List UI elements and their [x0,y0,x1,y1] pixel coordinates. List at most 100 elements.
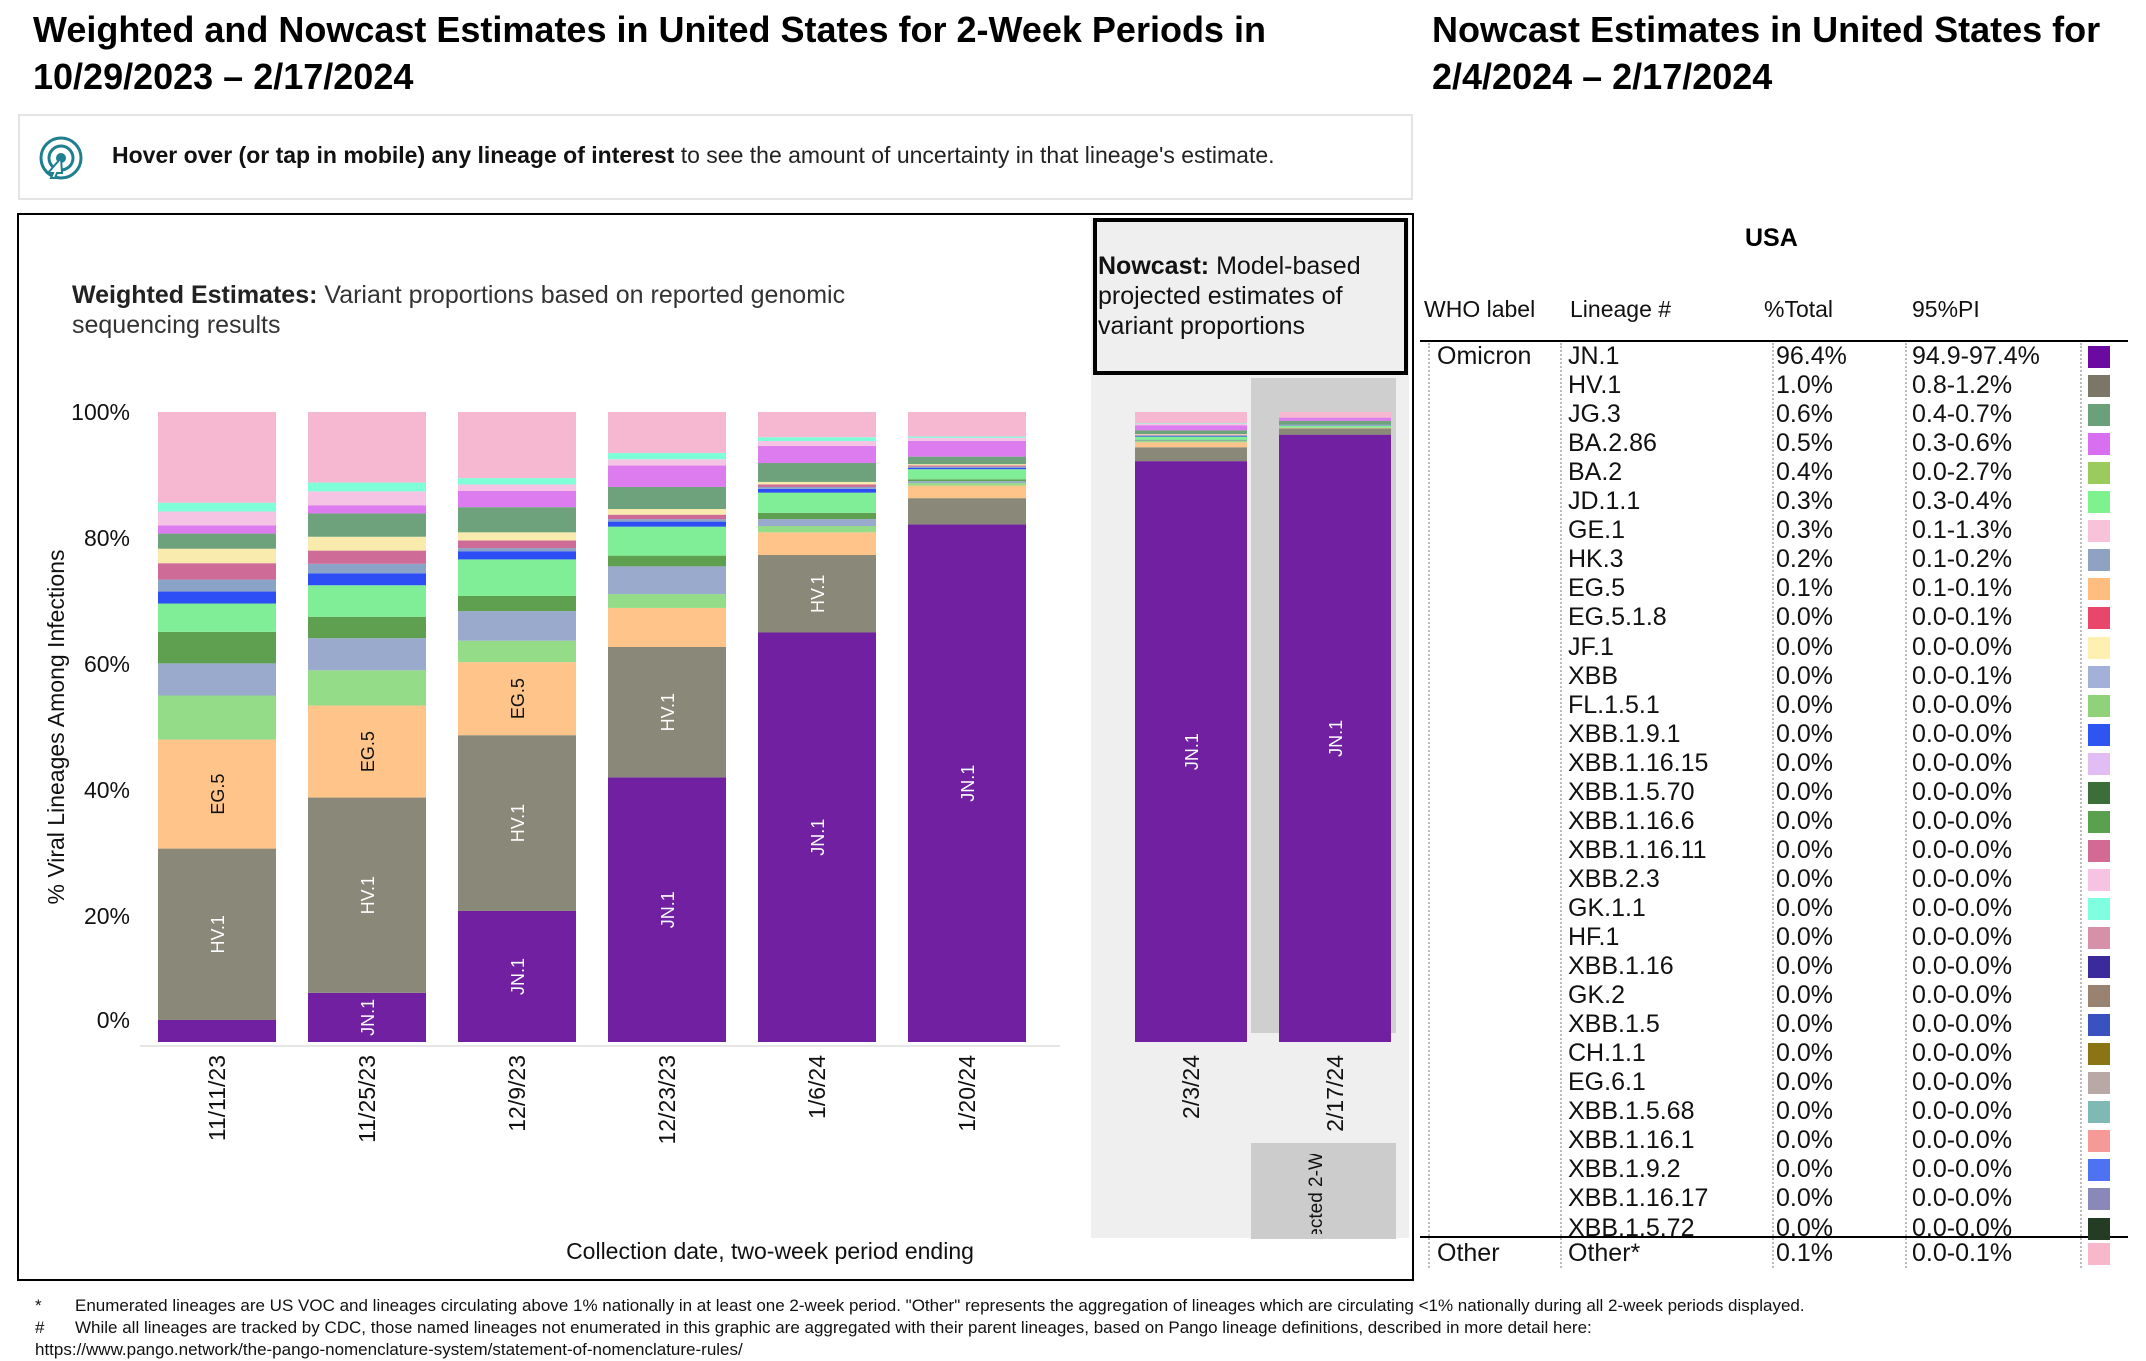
bar-segment-xbb-2-3-12-9-23[interactable] [458,484,576,491]
table-row[interactable]: EG.5 0.1% 0.1-0.1% [0,574,2146,603]
table-row[interactable]: CH.1.1 0.0% 0.0-0.0% [0,1039,2146,1068]
bar-segment-xbb-2-3-11-11-23[interactable] [158,511,276,526]
table-row[interactable]: XBB.1.5.68 0.0% 0.0-0.0% [0,1097,2146,1126]
table-row[interactable]: JG.3 0.6% 0.4-0.7% [0,400,2146,429]
bar-segment-ba-2-86-1-6-24[interactable] [758,446,876,464]
bar-segment-xbb-1-16-6-12-23-23[interactable] [608,555,726,567]
bar-segment-eg-5-12-9-23[interactable] [458,662,576,736]
bar-segment-gk-1-1-1-6-24[interactable] [758,437,876,441]
table-row[interactable]: JF.1 0.0% 0.0-0.0% [0,633,2146,662]
table-row[interactable]: XBB.1.16.17 0.0% 0.0-0.0% [0,1184,2146,1213]
table-row[interactable]: XBB.1.9.2 0.0% 0.0-0.0% [0,1155,2146,1184]
bar-segment-gk-1-1-1-20-24[interactable] [908,436,1026,438]
bar-segment-xbb-12-23-23[interactable] [608,566,726,595]
table-row[interactable]: EG.6.1 0.0% 0.0-0.0% [0,1068,2146,1097]
bar-segment-jn-1-1-6-24[interactable] [758,632,876,1043]
bar-segment-fl-1-5-1-1-20-24[interactable] [908,483,1026,486]
bar-segment-jd-1-1-11-25-23[interactable] [308,585,426,617]
bar-segment-eg-5-12-23-23[interactable] [608,607,726,647]
bar-segment-fl-1-5-1-2-3-24[interactable] [1135,440,1247,443]
table-row[interactable]: XBB.2.3 0.0% 0.0-0.0% [0,865,2146,894]
bar-segment-jf-1-12-9-23[interactable] [458,532,576,541]
table-row[interactable]: Omicron JN.1 96.4% 94.9-97.4% [0,342,2146,371]
bar-segment-xbb-11-25-23[interactable] [308,638,426,671]
table-row[interactable]: XBB.1.16.6 0.0% 0.0-0.0% [0,807,2146,836]
x-tick-label[interactable]: 1/20/24 [954,1055,980,1132]
x-tick-label[interactable]: 2/17/24 [1322,1055,1348,1132]
table-row[interactable]: EG.5.1.8 0.0% 0.0-0.1% [0,603,2146,632]
table-row[interactable]: GE.1 0.3% 0.1-1.3% [0,516,2146,545]
bar-segment-fl-1-5-1-12-9-23[interactable] [458,640,576,663]
bar-segment-hv-1-2-3-24[interactable] [1135,447,1247,462]
bar-segment-xbb-1-9-1-11-11-23[interactable] [158,591,276,604]
bar-segment-jn-1-1-20-24[interactable] [908,524,1026,1042]
bar-segment-xbb-1-20-24[interactable] [908,481,1026,484]
bar-segment-hk-3-2-17-24[interactable] [1279,424,1391,426]
bar-segment-xbb-2-3-12-23-23[interactable] [608,459,726,466]
bar-segment-hv-1-12-23-23[interactable] [608,646,726,778]
bar-segment-hv-1-1-20-24[interactable] [908,498,1026,525]
bar-segment-other-1-20-24[interactable] [908,412,1026,437]
bar-segment-jn-1-2-3-24[interactable] [1135,461,1247,1042]
bar-segment-other-2-3-24[interactable] [1135,412,1247,424]
bar-segment-ba-2-86-11-11-23[interactable] [158,525,276,534]
bar-segment-jg-3-2-3-24[interactable] [1135,430,1247,435]
table-row[interactable]: XBB.1.5.70 0.0% 0.0-0.0% [0,778,2146,807]
table-row[interactable]: HV.1 1.0% 0.8-1.2% [0,371,2146,400]
bar-segment-gk-1-1-11-25-23[interactable] [308,482,426,492]
bar-segment-xbb-1-16-6-2-3-24[interactable] [1135,439,1247,441]
bar-segment-jn-1-11-25-23[interactable] [308,992,426,1042]
bar-segment-gk-1-1-12-9-23[interactable] [458,478,576,485]
table-row[interactable]: GK.2 0.0% 0.0-0.0% [0,981,2146,1010]
bar-segment-other-11-25-23[interactable] [308,412,426,483]
bar-segment-eg-5-11-11-23[interactable] [158,739,276,849]
bar-segment-xbb-1-16-6-11-25-23[interactable] [308,616,426,639]
footnote-link[interactable]: https://www.pango.network/the-pango-nome… [35,1340,743,1359]
bar-segment-xbb-1-16-6-11-11-23[interactable] [158,631,276,664]
bar-segment-xbb-1-16-11-12-23-23[interactable] [608,514,726,520]
bar-segment-hv-1-11-25-23[interactable] [308,797,426,993]
bar-segment-xbb-1-9-1-2-3-24[interactable] [1135,435,1247,437]
bar-segment-jf-1-11-11-23[interactable] [158,548,276,564]
bar-segment-fl-1-5-1-11-25-23[interactable] [308,670,426,706]
bar-segment-xbb-1-9-1-1-20-24[interactable] [908,467,1026,470]
bar-segment-jd-1-1-1-6-24[interactable] [758,492,876,513]
bar-segment-jg-3-12-23-23[interactable] [608,486,726,510]
bar-segment-eg-5-11-25-23[interactable] [308,705,426,798]
bar-segment-jd-1-1-12-23-23[interactable] [608,526,726,556]
table-row[interactable]: GK.1.1 0.0% 0.0-0.0% [0,894,2146,923]
bar-segment-hk-3-12-23-23[interactable] [608,519,726,522]
bar-segment-hk-3-11-25-23[interactable] [308,563,426,574]
bar-segment-ba-2-86-2-3-24[interactable] [1135,425,1247,431]
x-tick-label[interactable]: 11/11/23 [204,1055,230,1141]
bar-segment-ba-2-86-2-17-24[interactable] [1279,417,1391,421]
x-tick-label[interactable]: 12/23/23 [654,1055,680,1145]
x-tick-label[interactable]: 2/3/24 [1178,1055,1204,1119]
bar-segment-ba-2-86-12-23-23[interactable] [608,465,726,487]
table-row[interactable]: BA.2 0.4% 0.0-2.7% [0,458,2146,487]
bar-segment-xbb-1-9-1-12-9-23[interactable] [458,551,576,560]
x-tick-label[interactable]: 1/6/24 [804,1055,830,1119]
bar-segment-xbb-1-6-24[interactable] [758,519,876,527]
table-row[interactable]: XBB.1.5.72 0.0% 0.0-0.0% [0,1214,2146,1243]
bar-segment-hk-3-1-20-24[interactable] [908,466,1026,468]
selected-2-week-button[interactable] [1251,1143,1396,1239]
bar-segment-jd-1-1-11-11-23[interactable] [158,603,276,632]
bar-segment-xbb-2-3-1-6-24[interactable] [758,440,876,447]
table-row[interactable]: XBB.1.9.1 0.0% 0.0-0.0% [0,720,2146,749]
bar-segment-xbb-1-16-11-11-25-23[interactable] [308,550,426,564]
table-row[interactable]: XBB.1.16.15 0.0% 0.0-0.0% [0,749,2146,778]
bar-segment-jn-1-11-11-23[interactable] [158,1019,276,1042]
bar-segment-xbb-2-3-2-3-24[interactable] [1135,423,1247,426]
bar-segment-jg-3-12-9-23[interactable] [458,507,576,533]
bar-segment-xbb-1-9-1-1-6-24[interactable] [758,488,876,493]
bar-segment-xbb-1-16-6-12-9-23[interactable] [458,595,576,612]
bar-segment-other-12-9-23[interactable] [458,412,576,479]
bar-segment-jf-1-11-25-23[interactable] [308,536,426,551]
bar-segment-xbb-1-9-1-12-23-23[interactable] [608,521,726,527]
bar-segment-hk-3-2-3-24[interactable] [1135,435,1247,436]
bar-segment-jf-1-1-6-24[interactable] [758,481,876,485]
bar-segment-xbb-1-16-6-1-20-24[interactable] [908,479,1026,482]
table-row[interactable]: XBB.1.16 0.0% 0.0-0.0% [0,952,2146,981]
bar-segment-xbb-1-16-11-1-20-24[interactable] [908,465,1026,467]
